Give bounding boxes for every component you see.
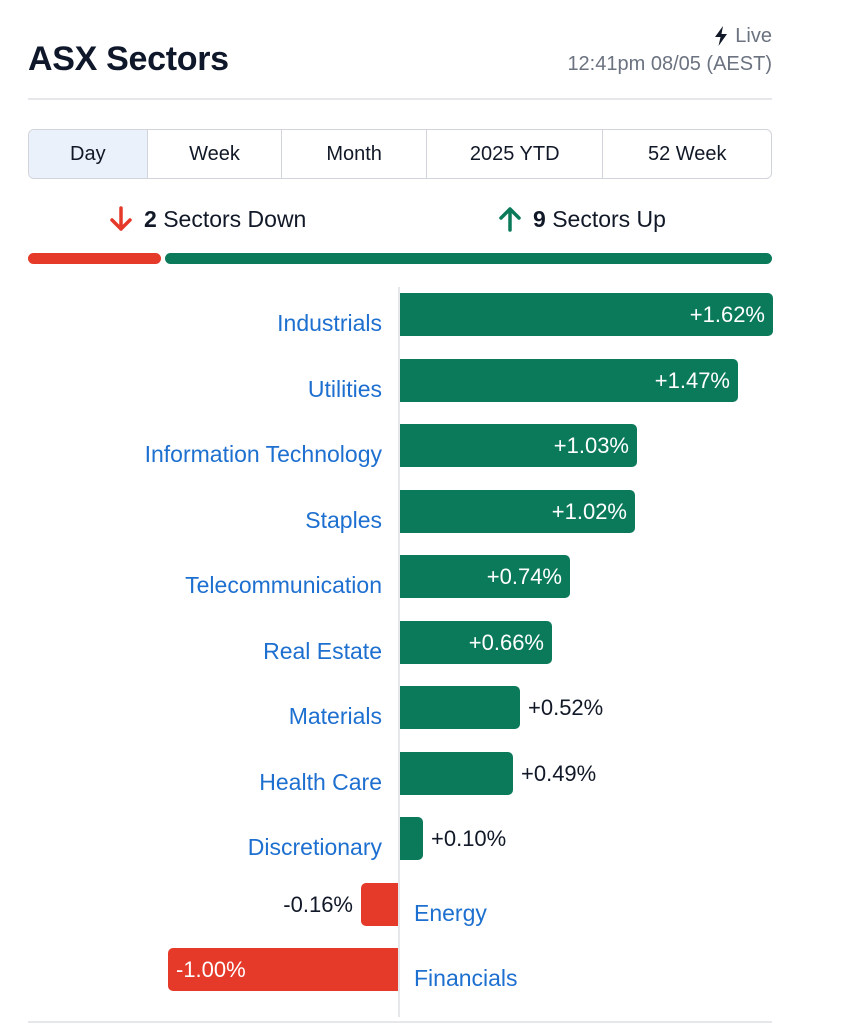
- value-label-utilities: +1.47%: [654, 368, 730, 393]
- page-title: ASX Sectors: [28, 40, 229, 78]
- period-tabs: Day Week Month 2025 YTD 52 Week: [28, 129, 772, 179]
- arrow-down-icon: [110, 206, 132, 231]
- bar-health-care: [400, 752, 513, 795]
- bar-industrials: [400, 293, 773, 336]
- down-label: Sectors Down: [163, 205, 307, 232]
- sector-label-financials[interactable]: Financials: [414, 965, 518, 991]
- tab-day[interactable]: Day: [29, 130, 148, 178]
- sectors-up-summary: 9 Sectors Up: [497, 205, 666, 233]
- tab-week[interactable]: Week: [148, 130, 283, 178]
- bar-staples: [400, 490, 635, 533]
- bar-materials: [400, 686, 520, 729]
- up-label: Sectors Up: [552, 205, 666, 232]
- sector-row-information-technology: Information Technology +1.03%: [0, 424, 853, 468]
- header-divider: [28, 98, 772, 100]
- chart-zero-axis: [398, 287, 400, 1017]
- value-label-industrials: +1.62%: [689, 302, 765, 327]
- sector-row-health-care: Health Care +0.49%: [0, 752, 853, 796]
- value-label-real-estate: +0.66%: [468, 630, 544, 655]
- sector-label-discretionary[interactable]: Discretionary: [247, 834, 382, 860]
- sector-row-financials: Financials -1.00%: [0, 948, 853, 992]
- sectors-down-ratio-bar: [28, 253, 161, 264]
- value-label-staples: +1.02%: [551, 499, 627, 524]
- sectors-up-ratio-bar: [165, 253, 772, 264]
- down-count: 2: [144, 205, 157, 232]
- bar-discretionary: [400, 817, 423, 860]
- sector-label-real-estate[interactable]: Real Estate: [263, 638, 382, 664]
- sectors-down-summary: 2 Sectors Down: [108, 205, 306, 233]
- timestamp: 12:41pm 08/05 (AEST): [567, 53, 772, 75]
- up-count: 9: [533, 205, 546, 232]
- sector-label-energy[interactable]: Energy: [414, 900, 487, 926]
- sector-label-health-care[interactable]: Health Care: [259, 769, 382, 795]
- tab-52-week[interactable]: 52 Week: [647, 142, 727, 165]
- arrow-up-icon: [499, 207, 521, 232]
- value-label-financials: -1.00%: [176, 957, 246, 982]
- bottom-divider: [28, 1021, 772, 1023]
- sector-row-discretionary: Discretionary +0.10%: [0, 817, 853, 861]
- tab-month[interactable]: Month: [282, 130, 427, 178]
- bar-utilities: [400, 359, 738, 402]
- tab-2025-ytd[interactable]: 2025 YTD: [427, 130, 604, 178]
- sector-label-staples[interactable]: Staples: [305, 507, 382, 533]
- sector-row-telecommunication: Telecommunication +0.74%: [0, 555, 853, 599]
- live-label: Live: [735, 25, 772, 47]
- sector-row-materials: Materials +0.52%: [0, 686, 853, 730]
- bar-financials: [168, 948, 398, 991]
- live-status: Live 12:41pm 08/05 (AEST): [567, 22, 772, 78]
- value-label-discretionary: +0.10%: [431, 826, 507, 851]
- sector-label-information-technology[interactable]: Information Technology: [144, 441, 382, 467]
- value-label-information-technology: +1.03%: [553, 433, 629, 458]
- sector-label-industrials[interactable]: Industrials: [277, 310, 382, 336]
- sector-row-industrials: Industrials +1.62%: [0, 293, 853, 337]
- sector-row-real-estate: Real Estate +0.66%: [0, 621, 853, 665]
- bar-real-estate: [400, 621, 552, 664]
- value-label-health-care: +0.49%: [521, 761, 597, 786]
- sector-row-energy: Energy -0.16%: [0, 883, 853, 927]
- sector-label-materials[interactable]: Materials: [288, 703, 382, 729]
- sector-row-utilities: Utilities +1.47%: [0, 359, 853, 403]
- bar-telecommunication: [400, 555, 570, 598]
- bar-energy: [361, 883, 398, 926]
- lightning-bolt-icon: [715, 26, 728, 46]
- sector-label-utilities[interactable]: Utilities: [307, 376, 382, 402]
- value-label-telecommunication: +0.74%: [486, 564, 562, 589]
- bar-information-technology: [400, 424, 637, 467]
- sector-row-staples: Staples +1.02%: [0, 490, 853, 534]
- value-label-energy: -0.16%: [283, 892, 353, 917]
- value-label-materials: +0.52%: [528, 695, 604, 720]
- sector-label-telecommunication[interactable]: Telecommunication: [185, 572, 382, 598]
